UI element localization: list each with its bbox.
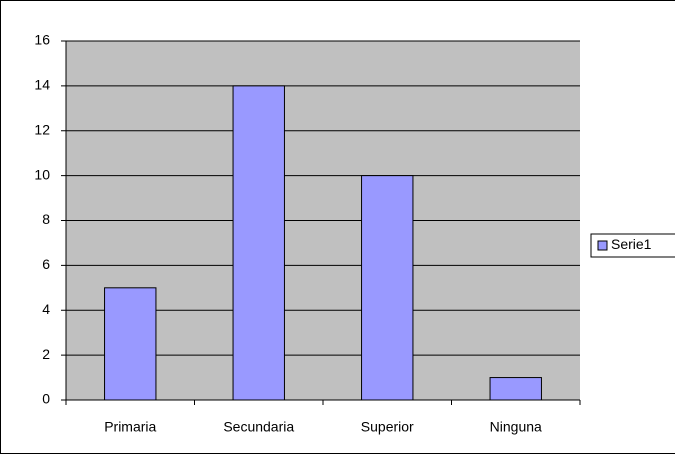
y-tick-label: 12 <box>34 121 50 137</box>
x-tick-label: Ninguna <box>490 419 542 435</box>
y-tick-label: 10 <box>34 166 50 182</box>
y-tick-label: 6 <box>42 256 50 272</box>
bar <box>361 175 414 401</box>
x-tick-label: Primaria <box>104 419 156 435</box>
x-tick-label: Secundaria <box>223 419 294 435</box>
bar <box>489 377 542 401</box>
y-tick-label: 14 <box>34 77 50 93</box>
legend-swatch <box>597 240 608 251</box>
y-tick-label: 0 <box>42 391 50 407</box>
y-tick-label: 2 <box>42 346 50 362</box>
bar <box>104 287 157 401</box>
legend-box <box>590 233 675 258</box>
y-tick-label: 8 <box>42 211 50 227</box>
y-tick-label: 4 <box>42 301 50 317</box>
bar <box>232 85 285 401</box>
x-tick-label: Superior <box>361 419 414 435</box>
y-tick-label: 16 <box>34 32 50 48</box>
legend-label: Serie1 <box>611 236 652 252</box>
